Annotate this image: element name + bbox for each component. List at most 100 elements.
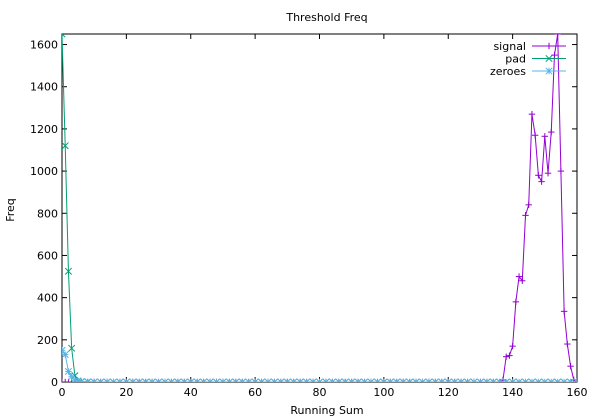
data-point [148,378,156,382]
data-point [62,142,69,150]
y-tick-label: 1400 [30,81,58,94]
data-point [509,342,516,350]
data-point [547,378,555,382]
data-point [251,378,259,382]
data-point [315,378,324,382]
data-point [361,378,369,382]
data-point [519,277,526,284]
chart-title: Threshold Freq [285,11,367,24]
series-pad [62,34,577,382]
data-point [393,378,401,382]
data-point [84,378,92,382]
data-point [62,351,69,359]
data-point [309,378,317,382]
data-point [499,376,507,382]
y-tick-label: 1600 [30,39,58,52]
data-point [541,133,549,140]
data-point [62,378,69,382]
data-point [406,378,414,382]
data-point [522,212,529,219]
data-point [62,346,66,354]
data-point [470,378,478,382]
data-point [560,378,568,382]
x-tick-label: 80 [313,386,327,399]
data-point [554,34,561,38]
data-point [451,378,459,382]
data-point [489,378,497,382]
y-tick-label: 200 [37,334,58,347]
data-point [557,167,565,175]
data-point [328,378,336,382]
data-point [348,378,356,382]
data-point [155,378,163,382]
data-point [528,110,536,118]
data-point [187,378,195,382]
data-point [64,267,72,275]
legend-label-zeroes: zeroes [490,65,526,78]
legend-marker-zeroes [545,67,553,75]
y-tick-label: 1000 [30,165,58,178]
data-point [541,378,549,382]
x-tick-label: 160 [567,386,588,399]
data-point [161,378,169,382]
data-point [296,378,304,382]
data-point [62,34,66,38]
data-point [68,344,76,352]
data-point [174,378,182,382]
data-point [142,378,150,382]
data-point [238,378,246,382]
data-point [303,378,311,382]
data-point [464,378,472,382]
plot-frame [61,33,578,383]
data-point [283,378,291,382]
legend-marker-signal [545,42,553,50]
data-point [535,172,542,179]
data-point [264,378,272,382]
data-point [425,378,433,382]
data-point [258,378,266,382]
legend-label-signal: signal [493,40,526,53]
data-point [322,378,330,382]
data-point [225,378,233,382]
data-point [548,128,555,136]
data-point [97,378,105,382]
data-point [245,378,253,382]
y-tick-label: 0 [51,376,58,389]
data-point [354,378,362,382]
data-point [277,378,285,382]
data-point [534,378,542,382]
data-point [103,378,111,382]
legend-marker-pad [545,54,553,63]
data-point [560,308,568,315]
x-tick-label: 40 [184,386,198,399]
data-point [570,376,577,382]
data-point [367,378,375,382]
data-point [180,378,188,382]
data-point [506,352,513,359]
data-point [538,178,545,185]
data-point [496,378,504,382]
y-tick-label: 400 [37,292,58,305]
series-line-signal [62,34,577,382]
x-axis-label: Running Sum [290,404,363,417]
data-point [399,378,407,382]
data-point [544,170,552,177]
data-point [551,51,558,59]
data-point [109,378,118,382]
data-point [212,378,221,382]
data-point [418,378,427,382]
y-tick-label: 600 [37,249,58,262]
data-point [521,378,530,382]
data-point [270,378,278,382]
data-point [509,378,517,382]
legend-label-pad: pad [505,53,526,66]
data-point [386,378,394,382]
y-tick-label: 800 [37,207,58,220]
x-tick-label: 60 [248,386,262,399]
data-point [122,378,130,382]
plot-area: 0 20 40 60 80 100 120 140 1600200400600800100012… [30,33,588,399]
data-point [502,353,510,360]
data-point [206,378,214,382]
data-point [512,298,520,306]
